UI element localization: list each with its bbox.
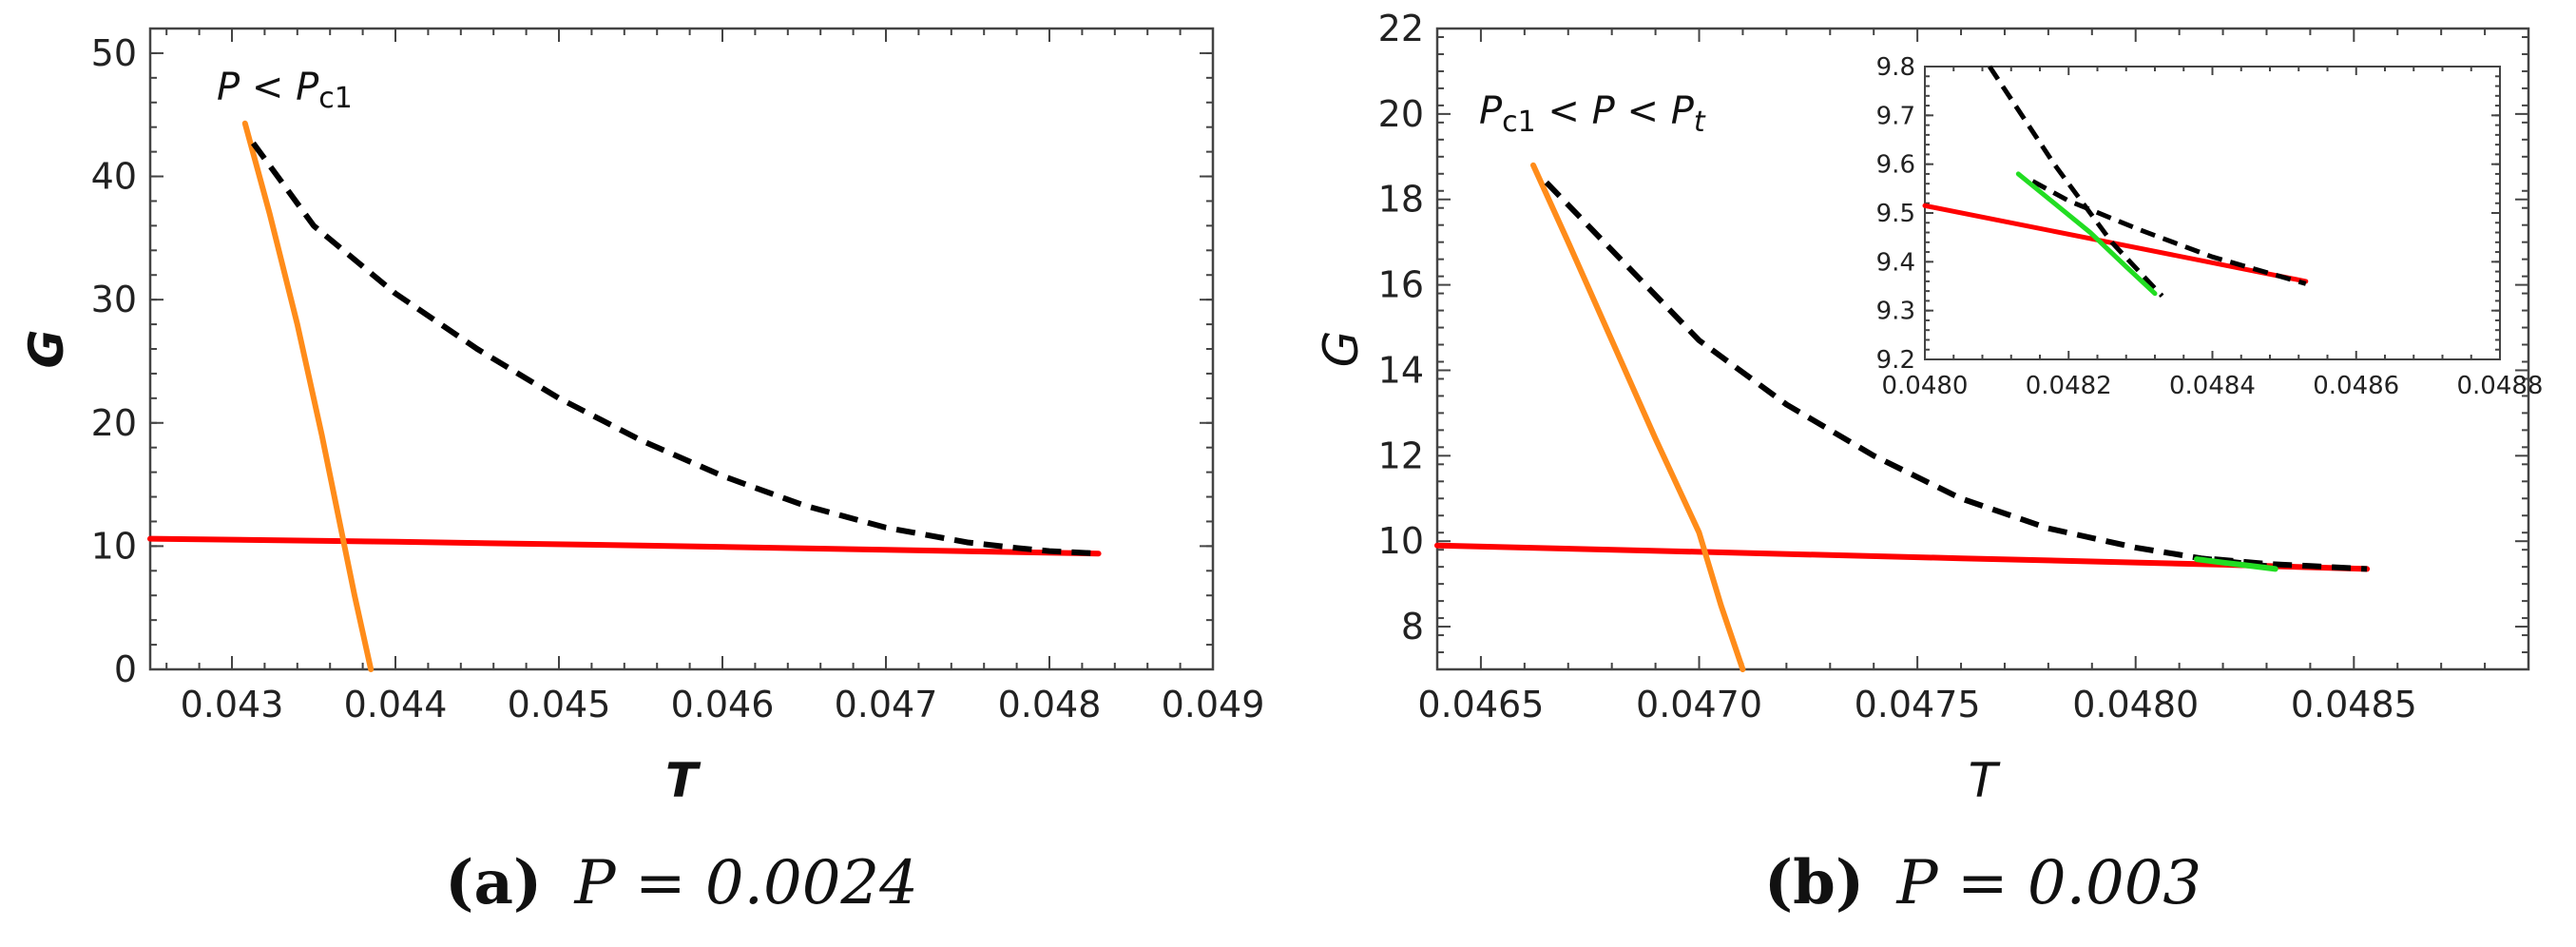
panel-b-series-black-dashed-branch — [1544, 180, 2267, 570]
panel-b-ticks: 0.0465 0.0470 0.0475 0.0480 0.0485 8 10 12 14 16 1… — [1378, 8, 2528, 725]
panel-b-x-label: T — [1969, 753, 2001, 808]
panel-b-y-tick-label: 8 — [1401, 606, 1424, 647]
panel-b-inset-series-black-dashed-steep — [1988, 65, 2164, 299]
panel-a-series-orange-branch — [241, 120, 375, 672]
panel-a-y-tick-label: 10 — [91, 525, 137, 567]
panel-b-caption-text: P = 0.003 — [1896, 848, 2202, 918]
panel-a-x-tick-label: 0.048 — [998, 684, 1102, 725]
panel-b-inset-background — [1925, 67, 2500, 359]
panel-a-x-tick-label: 0.045 — [508, 684, 611, 725]
panel-b-y-tick-label: 22 — [1378, 8, 1424, 49]
panel-a-x-label: T — [665, 753, 702, 808]
panel-b-y-tick-label: 18 — [1378, 179, 1424, 221]
panel-b-series-green-branch — [2194, 556, 2278, 572]
panel-b-inset-series-green-branch — [2015, 171, 2158, 297]
panel-a-x-tick-label: 0.044 — [344, 684, 448, 725]
panel-a-annotation: P < Pc1 — [217, 66, 353, 115]
panel-b-inset-y-tick-label: 9.4 — [1876, 248, 1915, 277]
panel-b-inset-y-tick-label: 9.2 — [1876, 346, 1915, 375]
panel-b-series-orange-branch — [1530, 162, 1746, 672]
panel-a-y-tick-label: 40 — [91, 156, 137, 198]
panel-a-caption-text: P = 0.0024 — [574, 848, 918, 918]
panel-a-y-label: G — [19, 329, 74, 368]
panel-b-x-tick-label: 0.0470 — [1636, 684, 1762, 725]
panel-b-inset-series-black-dashed-shallow — [2031, 179, 2307, 286]
panel-b-inset-x-tick-label: 0.0484 — [2169, 372, 2256, 400]
panel-a-caption-letter: (a) — [445, 847, 542, 918]
panel-a: 0.043 0.044 0.045 0.046 0.047 0.048 0.049 0 10 20… — [19, 27, 1265, 918]
panel-b-y-tick-label: 14 — [1378, 349, 1424, 391]
panel-b-inset-series — [1922, 65, 2309, 299]
panel-b-y-label: G — [1314, 331, 1369, 368]
panel-b-y-tick-label: 20 — [1378, 93, 1424, 135]
panel-a-y-tick-label: 0 — [114, 648, 137, 690]
panel-b-y-tick-label: 12 — [1378, 435, 1424, 476]
panel-b-x-tick-label: 0.0485 — [2291, 684, 2417, 725]
panel-b-frame — [1435, 27, 2530, 671]
panel-b-x-tick-label: 0.0480 — [2072, 684, 2199, 725]
panel-a-frame — [148, 27, 1215, 671]
panel-b-inset-x-tick-label: 0.0480 — [1882, 372, 1969, 400]
panel-a-caption: (a) P = 0.0024 — [445, 847, 918, 918]
panel-b-inset-x-tick-label: 0.0486 — [2313, 372, 2399, 400]
panel-b-annotation: Pc1 < P < Pt — [1479, 89, 1706, 139]
panel-a-x-tick-label: 0.047 — [835, 684, 938, 725]
panel-a-series — [147, 120, 1102, 672]
panel-b-y-tick-label: 10 — [1378, 520, 1424, 562]
panel-b-inset-x-tick-label: 0.0482 — [2026, 372, 2112, 400]
panel-b-x-tick-label: 0.0465 — [1417, 684, 1544, 725]
panel-b-caption-letter: (b) — [1764, 847, 1864, 918]
panel-a-series-red-branch — [147, 535, 1102, 557]
panel-a-x-tick-label: 0.049 — [1162, 684, 1265, 725]
panel-b-x-tick-label: 0.0475 — [1855, 684, 1981, 725]
panel-a-y-tick-label: 50 — [91, 32, 137, 74]
panel-b-inset-ticks: 0.0480 0.0482 0.0484 0.0486 0.0488 9.2 9.3 9.4 9… — [1876, 53, 2544, 400]
panel-b-inset-y-tick-label: 9.6 — [1876, 151, 1915, 180]
panel-b-inset-y-tick-label: 9.7 — [1876, 102, 1915, 130]
panel-a-x-tick-label: 0.043 — [181, 684, 284, 725]
panel-b-inset-y-tick-label: 9.3 — [1876, 298, 1915, 326]
panel-b-inset-y-tick-label: 9.5 — [1876, 200, 1915, 228]
panel-b-inset-y-tick-label: 9.8 — [1876, 53, 1915, 82]
panel-a-y-tick-label: 20 — [91, 402, 137, 444]
panel-b-caption: (b) P = 0.003 — [1764, 847, 2201, 918]
panel-a-x-tick-label: 0.046 — [671, 684, 775, 725]
panel-b-inset: 0.0480 0.0482 0.0484 0.0486 0.0488 9.2 9.3 9.4 9… — [1876, 53, 2544, 400]
panel-b-inset-x-tick-label: 0.0488 — [2457, 372, 2544, 400]
panel-b: 0.0465 0.0470 0.0475 0.0480 0.0485 8 10 12 14 16 1… — [1314, 8, 2543, 918]
panel-b-series-black-dashed-upper-tail — [2214, 556, 2368, 572]
panel-b-y-tick-label: 16 — [1378, 264, 1424, 306]
panel-a-y-tick-label: 30 — [91, 279, 137, 320]
panel-b-series — [1434, 162, 2371, 672]
panel-a-series-black-dashed-branch — [250, 141, 1099, 557]
panel-a-ticks: 0.043 0.044 0.045 0.046 0.047 0.048 0.049 0 10 20… — [91, 28, 1265, 725]
